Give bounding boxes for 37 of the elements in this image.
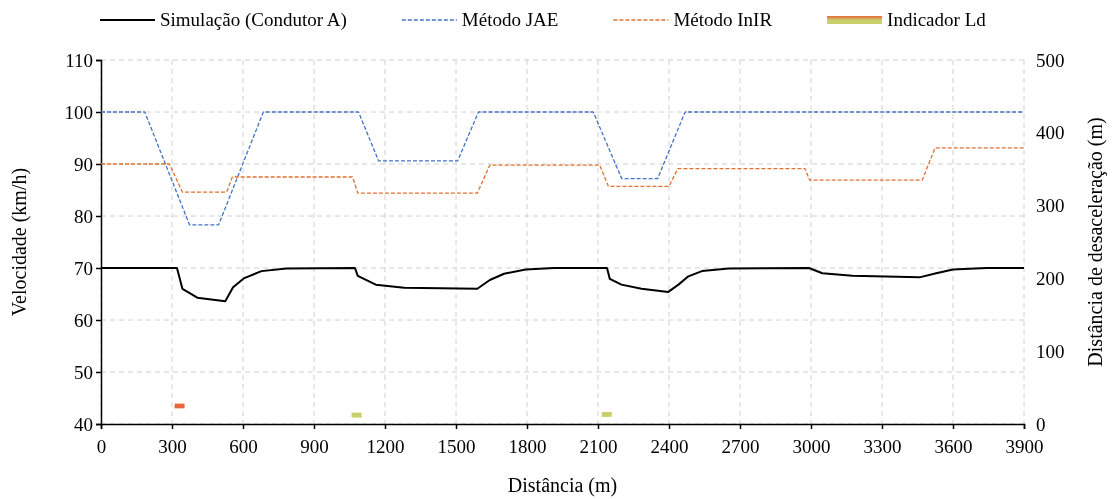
y-tick-label: 50 xyxy=(74,361,93,383)
x-tick-label: 3000 xyxy=(792,435,831,457)
y2-axis-title: Distância de desaceleração (m) xyxy=(1084,117,1107,367)
y-axis-title: Velocidade (km/h) xyxy=(8,167,31,317)
y2-tick-label: 400 xyxy=(1036,122,1065,144)
y2-tick-label: 500 xyxy=(1036,49,1065,71)
x-tick-label: 1500 xyxy=(437,435,476,457)
y-tick-label: 70 xyxy=(74,257,93,279)
y-tick-label: 80 xyxy=(74,205,93,227)
y2-tick-label: 200 xyxy=(1036,267,1065,289)
legend-label: Indicador Ld xyxy=(887,9,987,30)
x-tick-label: 2700 xyxy=(721,435,760,457)
y-tick-label: 110 xyxy=(65,49,93,71)
x-tick-label: 3600 xyxy=(934,435,973,457)
y-tick-label: 90 xyxy=(74,153,93,175)
y-tick-label: 100 xyxy=(64,101,93,123)
x-tick-label: 2100 xyxy=(579,435,618,457)
line-series xyxy=(100,147,1025,194)
x-tick-label: 300 xyxy=(158,435,187,457)
legend-label: Método InIR xyxy=(673,9,773,30)
x-tick-label: 2400 xyxy=(650,435,689,457)
y-tick-label: 40 xyxy=(74,413,93,435)
y2-tick-label: 100 xyxy=(1036,340,1065,362)
x-tick-label: 3300 xyxy=(863,435,902,457)
x-tick-label: 1800 xyxy=(508,435,547,457)
legend-label: Simulação (Condutor A) xyxy=(160,9,347,31)
y2-tick-label: 0 xyxy=(1036,413,1046,435)
x-tick-label: 900 xyxy=(300,435,329,457)
y2-tick-label: 300 xyxy=(1036,195,1065,217)
legend-label: Método JAE xyxy=(461,9,559,30)
x-tick-label: 600 xyxy=(229,435,258,457)
x-axis-title: Distância (m) xyxy=(507,474,618,497)
y-tick-label: 60 xyxy=(74,309,93,331)
x-tick-label: 1200 xyxy=(366,435,405,457)
x-tick-label: 3900 xyxy=(1005,435,1044,457)
x-tick-label: 0 xyxy=(96,435,107,457)
line-series xyxy=(100,111,1025,226)
